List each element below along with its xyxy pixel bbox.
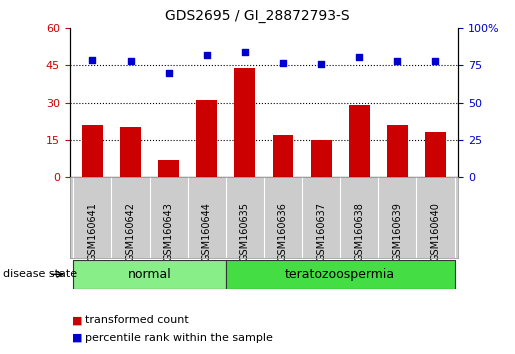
Point (88, 57, 96, 62)
Text: GDS2695 / GI_28872793-S: GDS2695 / GI_28872793-S (165, 9, 350, 23)
Text: transformed count: transformed count (85, 315, 188, 325)
Bar (349, 105, 370, 177)
Point (126, 58, 134, 64)
Text: normal: normal (128, 268, 171, 281)
Point (202, 52, 211, 58)
Text: ■: ■ (72, 333, 82, 343)
Bar (425, 132, 446, 177)
Bar (82, 125, 103, 177)
Point (393, 58, 402, 64)
Text: percentile rank within the sample: percentile rank within the sample (85, 333, 273, 343)
Bar (311, 140, 332, 177)
Bar (196, 100, 217, 177)
Point (355, 54, 364, 59)
Point (241, 49, 249, 55)
Bar (226, 260, 455, 289)
Bar (158, 160, 179, 177)
Point (432, 58, 440, 64)
Bar (120, 127, 141, 177)
Point (317, 61, 325, 67)
Bar (387, 125, 408, 177)
Bar (73, 260, 226, 289)
Point (279, 60, 287, 65)
Point (164, 70, 173, 76)
Text: disease state: disease state (3, 269, 77, 279)
Text: ■: ■ (72, 315, 82, 325)
Bar (272, 135, 294, 177)
Bar (234, 68, 255, 177)
Text: teratozoospermia: teratozoospermia (285, 268, 395, 281)
